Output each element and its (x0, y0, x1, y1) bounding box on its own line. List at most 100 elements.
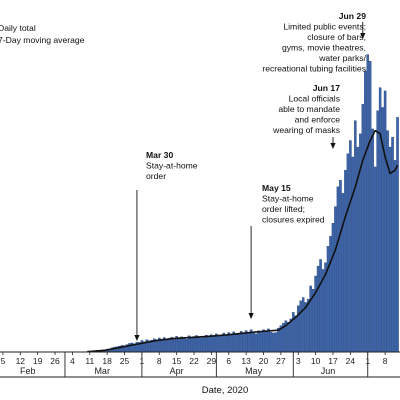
bar-2020-05-19 (259, 331, 263, 353)
bar-2020-06-25 (351, 156, 355, 353)
annotation-text-jun29-2: gyms, movie theatres, (282, 43, 366, 53)
bar-2020-05-09 (234, 333, 238, 353)
month-label-jun: Jun (321, 366, 336, 376)
bar-2020-07-06 (378, 87, 382, 353)
bar-2020-04-07 (155, 339, 159, 353)
annotation-date-may15: May 15 (262, 183, 291, 193)
bar-2020-06-18 (334, 206, 337, 353)
legend-daily-total: Daily total (0, 23, 36, 33)
bar-2020-07-10 (388, 146, 392, 353)
day-tick-label-2020-03-25: 25 (120, 356, 130, 366)
bar-2020-05-05 (225, 334, 228, 353)
moving-average-line (87, 129, 399, 353)
annotation-text-jun17-3: wearing of masks (272, 125, 340, 135)
bar-2020-06-17 (331, 222, 335, 353)
bar-2020-05-25 (274, 332, 278, 353)
bar-2020-06-22 (344, 170, 347, 353)
day-tick-label-2020-05-13: 13 (241, 356, 251, 366)
annotation-date-mar30: Mar 30 (146, 150, 173, 160)
bar-2020-04-17 (180, 336, 183, 353)
bar-2020-07-01 (366, 54, 369, 353)
bar-2020-06-11 (316, 265, 320, 353)
bar-2020-05-31 (289, 318, 293, 353)
day-tick-label-2020-06-03: 3 (296, 356, 301, 366)
bar-2020-04-19 (185, 338, 188, 353)
bar-2020-04-12 (167, 338, 171, 353)
bar-2020-04-25 (200, 337, 203, 353)
bar-2020-06-24 (349, 140, 352, 353)
bar-2020-06-20 (339, 179, 342, 353)
day-tick-label-2020-02-19: 19 (33, 356, 43, 366)
bar-2020-06-21 (341, 193, 345, 353)
bar-2020-04-26 (202, 336, 206, 353)
bar-2020-04-21 (190, 337, 193, 353)
bar-2020-07-03 (371, 128, 374, 353)
day-tick-label-2020-03-04: 4 (70, 356, 75, 366)
bar-2020-06-30 (363, 70, 367, 353)
bar-2020-04-14 (172, 337, 176, 353)
month-label-may: May (245, 366, 263, 376)
bar-2020-05-11 (239, 331, 243, 353)
bar-2020-04-30 (212, 335, 216, 353)
bar-2020-07-05 (376, 110, 379, 353)
bar-2020-05-20 (262, 329, 265, 353)
bar-2020-04-18 (182, 337, 186, 353)
bar-2020-05-23 (269, 332, 273, 353)
bar-2020-06-05 (301, 297, 305, 353)
annotation-text-may15-1: order lifted; (262, 204, 305, 214)
annotation-text-jun17-0: Local officials (289, 94, 340, 104)
bar-2020-04-11 (165, 339, 168, 353)
annotation-arrowhead-mar30 (134, 335, 140, 341)
day-tick-label-2020-05-27: 27 (276, 356, 286, 366)
annotation-text-jun17-1: able to mandate (278, 104, 340, 114)
bar-2020-07-08 (383, 90, 387, 353)
annotation-arrowhead-jun29 (360, 33, 366, 39)
day-tick-label-2020-05-06: 6 (226, 356, 231, 366)
bar-2020-04-16 (177, 338, 181, 353)
day-tick-label-2020-07-08: 8 (383, 356, 388, 366)
annotation-date-jun17: Jun 17 (313, 83, 340, 93)
bar-2020-05-10 (237, 334, 240, 353)
bar-2020-04-24 (197, 336, 201, 353)
annotation-text-may15-2: closures expired (262, 215, 325, 225)
day-tick-label-2020-04-29: 29 (207, 356, 217, 366)
bar-2020-06-19 (336, 186, 340, 353)
day-tick-label-2020-06-24: 24 (346, 356, 356, 366)
bar-2020-05-17 (254, 333, 258, 353)
bar-2020-06-03 (296, 305, 300, 353)
annotation-arrowhead-may15 (248, 313, 254, 319)
bar-2020-05-07 (229, 333, 233, 353)
bar-2020-05-21 (264, 331, 268, 353)
day-tick-label-2020-03-11: 11 (85, 356, 94, 366)
annotation-arrowhead-jun17 (330, 143, 336, 149)
annotation-text-jun17-2: and enforce (295, 115, 341, 125)
day-tick-label-2020-03-18: 18 (102, 356, 112, 366)
day-tick-label-2020-02-26: 26 (50, 356, 60, 366)
annotation-date-jun29: Jun 29 (339, 11, 366, 21)
annotation-text-mar30-1: order (146, 171, 166, 181)
day-tick-label-2020-06-10: 10 (311, 356, 321, 366)
x-axis: 51219264111825181522296132027310172418 F… (0, 351, 400, 378)
bar-2020-06-29 (361, 103, 365, 353)
bar-2020-04-29 (210, 334, 213, 353)
annotation-text-mar30-0: Stay-at-home (146, 161, 198, 171)
x-axis-title: Date, 2020 (202, 385, 248, 396)
bar-2020-06-16 (329, 236, 332, 353)
legend: Daily total 7-Day moving average (0, 23, 85, 45)
bar-2020-06-06 (304, 302, 307, 353)
bar-2020-04-09 (160, 338, 164, 353)
bar-2020-05-03 (220, 335, 223, 353)
bar-2020-06-15 (326, 246, 330, 353)
annotation-text-jun29-0: Limited public events; (283, 22, 366, 32)
bar-2020-07-02 (368, 60, 372, 353)
bar-2020-04-28 (207, 335, 211, 353)
bar-2020-07-11 (391, 137, 394, 353)
bar-2020-05-30 (287, 322, 290, 353)
legend-moving-average: 7-Day moving average (0, 35, 85, 45)
bar-2020-05-22 (267, 328, 270, 353)
month-labels: Feb Mar Apr May Jun (20, 366, 335, 376)
annotation-text-jun29-4: recreational tubing facilities (262, 64, 366, 74)
month-label-mar: Mar (94, 366, 110, 376)
